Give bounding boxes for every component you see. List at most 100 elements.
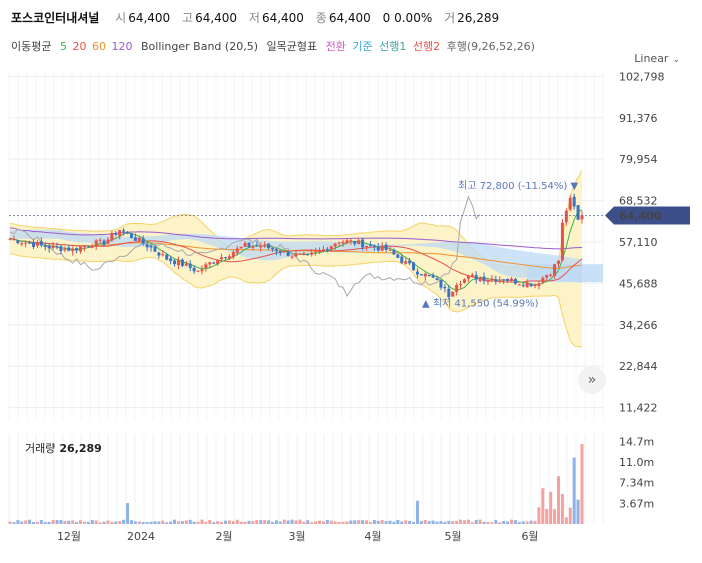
candle-body: [576, 205, 580, 220]
candle: [200, 265, 204, 275]
candle: [247, 242, 251, 248]
candle: [67, 244, 71, 252]
candle: [384, 242, 388, 253]
volume-tick-label: 11.0m: [619, 456, 654, 469]
candle: [427, 274, 431, 277]
candle-body: [28, 242, 32, 244]
candle-body: [564, 210, 568, 223]
volume-bar: [106, 520, 110, 524]
expand-chart-button[interactable]: »: [578, 366, 606, 394]
volume-bar: [169, 521, 173, 524]
candle: [459, 280, 463, 289]
candle-body: [133, 237, 137, 241]
candle: [188, 260, 192, 272]
candle-body: [196, 270, 200, 272]
candle-body: [502, 279, 506, 281]
candle-body: [498, 279, 502, 281]
candle: [208, 261, 212, 269]
volume-bar: [204, 522, 208, 524]
candle-body: [368, 245, 372, 247]
candle-body: [8, 238, 12, 240]
volume-bar: [392, 521, 396, 524]
volume-bar: [388, 520, 392, 524]
candle: [560, 218, 564, 262]
volume-bar: [415, 500, 419, 524]
volume-bar: [482, 521, 486, 524]
candle: [447, 284, 451, 300]
volume-bar: [494, 520, 498, 524]
volume-bar: [462, 520, 466, 524]
candle: [79, 245, 83, 254]
volume-bar: [278, 521, 282, 524]
volume-bar: [486, 521, 490, 524]
volume-bar: [337, 521, 341, 524]
candle-body: [47, 245, 51, 249]
candle-body: [509, 278, 513, 282]
scale-mode-label: Linear: [634, 52, 669, 65]
ichimoku-label[interactable]: 일목균형표: [266, 40, 318, 53]
candle: [521, 282, 525, 288]
volume-bar: [212, 522, 216, 524]
current-price-tag: [605, 206, 690, 225]
volume-bar: [478, 519, 482, 524]
candle: [259, 242, 263, 252]
candle-body: [466, 276, 470, 279]
volume-bar: [419, 521, 423, 524]
candle-body: [506, 278, 510, 281]
candle: [568, 194, 572, 212]
candle-body: [59, 246, 63, 252]
volume-bar: [129, 520, 133, 524]
candle-body: [541, 277, 545, 283]
candle-body: [259, 246, 263, 248]
candle: [400, 253, 404, 265]
candle: [270, 247, 274, 252]
volume-bar: [404, 520, 408, 524]
volume-bar: [98, 522, 102, 524]
candle-body: [329, 246, 333, 250]
candle-body: [372, 246, 376, 248]
candle: [173, 259, 177, 267]
volume-bar: [63, 520, 67, 524]
volume-bar: [145, 521, 149, 524]
volume-bar: [20, 521, 24, 524]
volume-bar: [239, 521, 243, 524]
volume-bar: [380, 520, 384, 524]
candle-body: [294, 253, 298, 257]
volume-bar: [24, 520, 28, 524]
candle: [90, 243, 94, 249]
candle-body: [474, 275, 478, 280]
volume-title-value: 26,289: [59, 442, 102, 455]
volume-bar: [439, 521, 443, 524]
candle: [298, 253, 302, 255]
volume-bar: [16, 520, 20, 524]
candle: [141, 235, 145, 246]
volume-bar: [39, 520, 43, 524]
volume-bar: [114, 521, 118, 524]
volume-bar: [71, 520, 75, 524]
volume-bar: [32, 522, 36, 524]
candle: [419, 273, 423, 276]
candle: [47, 243, 51, 253]
candle: [75, 247, 79, 254]
candle-body: [114, 233, 118, 235]
bollinger-label[interactable]: Bollinger Band (20,5): [140, 40, 258, 53]
volume-bar: [349, 520, 353, 524]
candle-body: [556, 260, 560, 264]
candle-body: [67, 247, 71, 251]
candle: [498, 276, 502, 284]
volume-bar: [384, 521, 388, 524]
candle-body: [55, 246, 59, 248]
candle: [59, 244, 63, 255]
candle: [290, 254, 294, 260]
volume-bar: [47, 521, 51, 524]
candle: [529, 282, 533, 287]
ma-label[interactable]: 이동평균: [11, 40, 52, 53]
volume-bar: [529, 520, 533, 524]
scale-selector[interactable]: Linear ⌄: [634, 52, 680, 65]
open-value: 64,400: [128, 11, 171, 25]
candle-body: [63, 248, 67, 251]
volume-bar: [133, 521, 137, 524]
candle-body: [443, 287, 447, 289]
candle: [12, 235, 16, 241]
